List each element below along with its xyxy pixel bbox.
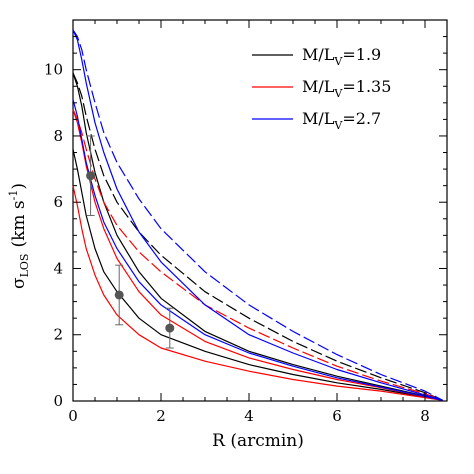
legend-label-value: =1.35 xyxy=(342,77,391,96)
plot-frame-layer xyxy=(72,19,448,402)
y-axis-label-sub: LOS xyxy=(18,254,31,278)
y-tick-label: 4 xyxy=(53,259,63,277)
y-tick-label: 6 xyxy=(53,193,63,211)
x-tick-label: 2 xyxy=(156,407,166,425)
x-axis-label: R (arcmin) xyxy=(212,431,304,451)
series-line-9 xyxy=(72,29,443,401)
legend-label: M/L xyxy=(302,45,335,64)
legend-label-sub: V xyxy=(333,87,343,100)
legend-label-sub: V xyxy=(333,55,343,68)
y-tick-label: 8 xyxy=(53,127,63,145)
y-axis-label-units-sup: -1 xyxy=(7,190,20,201)
series-layer xyxy=(72,29,443,401)
legend-entry-1: M/LV=1.9 xyxy=(302,45,381,68)
series-line-3 xyxy=(72,72,443,401)
ticks-layer: 0 2 4 6 8 0 2 4 6 8 10 xyxy=(44,20,447,425)
legend-label: M/L xyxy=(302,109,335,128)
series-line-1 xyxy=(72,149,443,401)
x-tick-label: 8 xyxy=(420,407,430,425)
legend-label-value: =1.9 xyxy=(342,45,381,64)
points-layer xyxy=(86,135,175,349)
data-point-1 xyxy=(86,171,96,181)
legend-label-sub: V xyxy=(333,119,343,132)
data-point-3 xyxy=(165,323,175,333)
y-axis-label-close: ) xyxy=(9,183,29,190)
series-line-8 xyxy=(72,29,443,401)
x-tick-label: 6 xyxy=(332,407,342,425)
series-line-4 xyxy=(72,185,443,401)
legend: M/LV=1.9M/LV=1.35M/LV=2.7 xyxy=(252,45,391,132)
x-tick-label: 0 xyxy=(68,407,78,425)
y-tick-label: 0 xyxy=(53,392,63,410)
legend-label: M/L xyxy=(302,77,335,96)
y-tick-label: 2 xyxy=(53,326,63,344)
data-point-2 xyxy=(114,290,124,300)
y-tick-label: 10 xyxy=(44,61,63,79)
y-axis-label-units: (km s xyxy=(9,200,29,247)
series-line-5 xyxy=(72,109,443,401)
plot-frame xyxy=(72,19,448,402)
legend-entry-3: M/LV=2.7 xyxy=(302,109,381,132)
series-line-7 xyxy=(72,99,443,401)
legend-entry-2: M/LV=1.35 xyxy=(302,77,391,100)
series-line-6 xyxy=(72,109,443,401)
y-axis-label-symbol: σ xyxy=(9,277,29,289)
x-tick-label: 4 xyxy=(244,407,254,425)
legend-label-value: =2.7 xyxy=(342,109,381,128)
y-axis-label: σLOS (km s-1) xyxy=(7,183,31,289)
series-line-2 xyxy=(72,72,443,401)
